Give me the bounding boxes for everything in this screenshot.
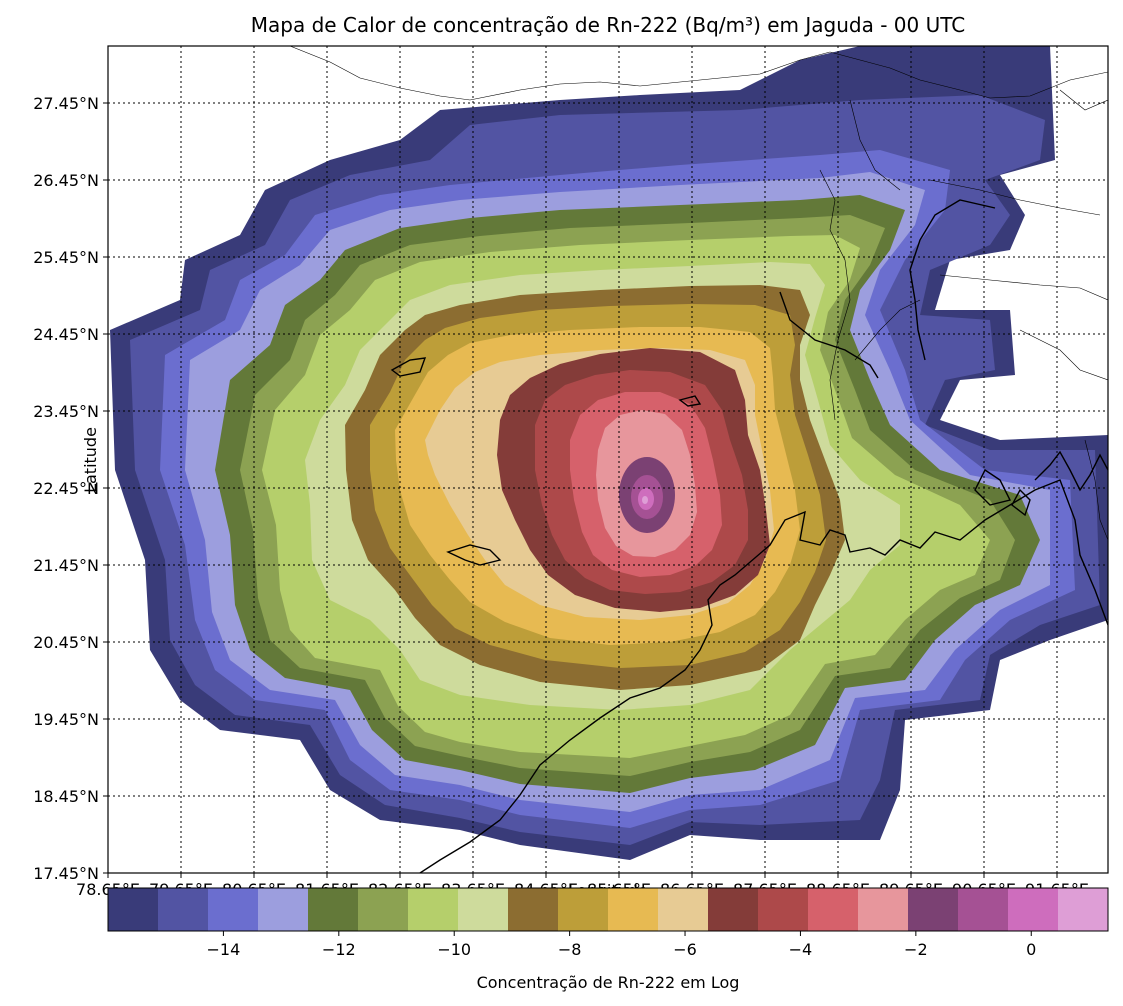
colorbar-tick-label: −6: [673, 940, 697, 959]
colorbar-segment: [208, 888, 259, 931]
border-east-1: [1059, 89, 1108, 111]
chart-title: Mapa de Calor de concentração de Rn-222 …: [251, 13, 965, 37]
colorbar-segment: [808, 888, 859, 931]
colorbar-segment: [508, 888, 559, 931]
coastline-west-inlet: [446, 544, 502, 566]
colorbar-segment: [1058, 888, 1109, 931]
colorbar-tick-label: −2: [904, 940, 928, 959]
lat-tick-label: 25.45°N: [33, 248, 99, 267]
colorbar-segment: [708, 888, 759, 931]
border-east-2: [929, 179, 1101, 216]
colorbar-segment: [1008, 888, 1059, 931]
coastline-east-ridge: [909, 199, 996, 361]
lat-tick-label: 22.45°N: [33, 479, 99, 498]
lat-tick-label: 26.45°N: [33, 171, 99, 190]
graticule: [108, 46, 1108, 873]
colorbar-label: Concentração de Rn-222 em Log: [477, 973, 740, 992]
coastline-east-india: [419, 479, 1108, 873]
lat-tick-label: 20.45°N: [33, 633, 99, 652]
band-lavender: [642, 496, 648, 504]
colorbar-tick-label: −10: [437, 940, 471, 959]
latitude-ticks: 17.45°N 18.45°N 19.45°N 20.45°N 21.45°N 22.45…: [33, 94, 108, 883]
y-axis-label: Latitude: [81, 427, 100, 493]
border-inner-4: [1084, 439, 1108, 541]
coastline-lake-center: [678, 395, 702, 407]
border-east-3: [939, 274, 1108, 301]
colorbar-tick-label: −14: [207, 940, 241, 959]
lat-tick-label: 18.45°N: [33, 787, 99, 806]
political-borders: [289, 46, 1108, 541]
colorbar-segment: [258, 888, 309, 931]
border-inner-3: [849, 99, 901, 191]
coastline-lake-north: [390, 357, 427, 377]
colorbar-segment: [108, 888, 159, 931]
colorbar-segment: [758, 888, 809, 931]
border-north-1: [289, 46, 831, 101]
lat-tick-label: 21.45°N: [33, 556, 99, 575]
colorbar-segment: [408, 888, 459, 931]
colorbar-segment: [908, 888, 959, 931]
lat-tick-label: 19.45°N: [33, 710, 99, 729]
colorbar-segment: [608, 888, 659, 931]
lat-tick-label: 23.45°N: [33, 402, 99, 421]
colorbar-segment: [558, 888, 609, 931]
lat-tick-label: 27.45°N: [33, 94, 99, 113]
colorbar-segment: [658, 888, 709, 931]
lat-tick-label: 17.45°N: [33, 864, 99, 883]
colorbar-segment: [858, 888, 909, 931]
colorbar-tick-label: −12: [322, 940, 356, 959]
coastline-northeast-river: [779, 291, 879, 379]
coastline-delta-islands: [974, 468, 1031, 517]
concentration-plume: [110, 46, 1108, 860]
colorbar-frame: [107, 887, 1109, 932]
border-north-2: [829, 51, 1108, 99]
colorbar-segment: [308, 888, 359, 931]
border-inner-2: [854, 299, 921, 361]
lat-tick-label: 24.45°N: [33, 325, 99, 344]
coastline-delta: [1034, 450, 1108, 492]
colorbar-segment: [358, 888, 409, 931]
coastlines: [390, 199, 1108, 873]
colorbar-segment: [458, 888, 509, 931]
map-frame: [107, 45, 1109, 874]
colorbar-ticks: −14 −12 −10 −8 −6 −4 −2 0: [207, 931, 1036, 959]
map-area: [108, 46, 1108, 873]
colorbar: [108, 888, 1109, 931]
colorbar-tick-label: −8: [558, 940, 582, 959]
border-inner-1: [819, 169, 851, 421]
colorbar-tick-label: 0: [1026, 940, 1036, 959]
colorbar-segment: [158, 888, 209, 931]
border-east-4: [1019, 329, 1108, 381]
colorbar-tick-label: −4: [789, 940, 813, 959]
colorbar-segment: [958, 888, 1009, 931]
